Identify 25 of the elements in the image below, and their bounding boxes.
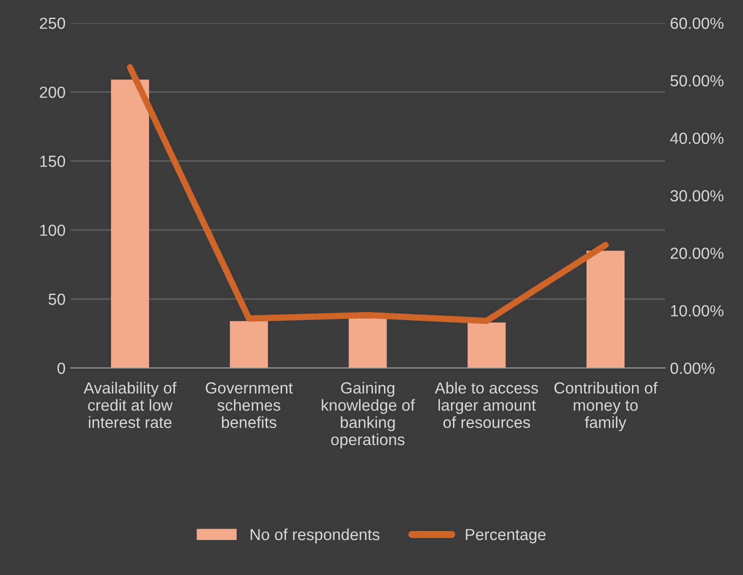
y2-tick-label: 60.00%: [670, 18, 724, 29]
y2-tick-label: 40.00%: [670, 132, 724, 144]
x-tick-label: Availability of credit at low interest rate: [84, 382, 177, 428]
y2-tick-label: 10.00%: [671, 305, 724, 316]
bar: [111, 80, 150, 368]
legend-label: No of respondents: [250, 528, 380, 544]
y-tick-label: 150: [40, 156, 66, 167]
x-tick-label: Government schemes benefits: [206, 382, 293, 428]
y-tick-label: 50: [48, 294, 66, 305]
y-tick-label: 100: [40, 224, 66, 236]
y2-tick-label: 30.00%: [670, 190, 724, 202]
y2-tick-label: 0.00%: [670, 362, 715, 374]
x-tick-label: Contribution of money to family: [554, 382, 658, 432]
y2-tick-label: 20.00%: [670, 248, 724, 259]
x-tick-label: Gaining knowledge of banking operations: [322, 382, 415, 448]
legend-label: Percentage: [466, 529, 546, 544]
y-tick-label: 200: [40, 86, 66, 98]
y-tick-label: 250: [40, 18, 66, 29]
bar: [348, 318, 387, 368]
y2-tick-label: 50.00%: [670, 75, 724, 86]
bar: [586, 250, 625, 368]
bar: [230, 321, 268, 368]
x-tick-label: Able to access larger amount of resources: [434, 382, 538, 428]
bar: [468, 322, 506, 368]
y-tick-label: 0: [57, 362, 66, 374]
